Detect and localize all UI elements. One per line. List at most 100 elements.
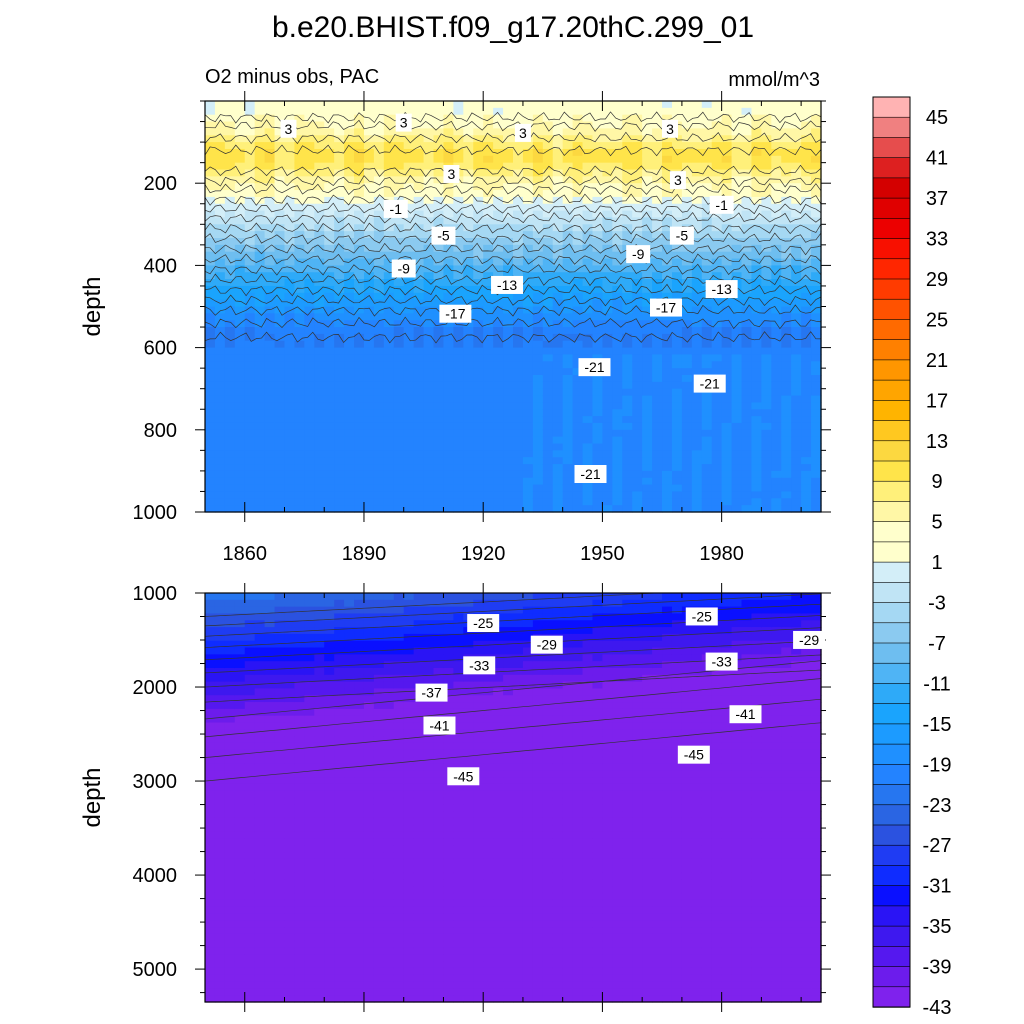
heatmap-cell xyxy=(314,667,325,676)
heatmap-cell xyxy=(652,375,663,383)
heatmap-cell xyxy=(443,464,454,472)
heatmap-cell xyxy=(433,388,445,397)
heatmap-cell xyxy=(254,974,266,983)
heatmap-cell xyxy=(314,210,325,219)
heatmap-cell xyxy=(542,155,554,164)
heatmap-cell xyxy=(652,327,663,335)
heatmap-cell xyxy=(473,347,484,356)
heatmap-cell xyxy=(224,688,236,696)
heatmap-cell xyxy=(205,647,216,655)
heatmap-cell xyxy=(483,422,494,431)
heatmap-cell xyxy=(373,967,385,976)
heatmap-cell xyxy=(224,927,236,935)
heatmap-cell xyxy=(274,422,286,431)
heatmap-cell xyxy=(562,429,574,438)
heatmap-cell xyxy=(681,457,693,465)
heatmap-cell xyxy=(205,981,216,989)
heatmap-cell xyxy=(224,292,236,301)
heatmap-cell xyxy=(513,470,524,479)
heatmap-cell xyxy=(294,327,305,335)
heatmap-cell xyxy=(522,327,534,335)
heatmap-cell xyxy=(284,429,296,438)
heatmap-cell xyxy=(354,933,365,942)
heatmap-cell xyxy=(453,361,464,369)
heatmap-cell xyxy=(274,395,286,403)
heatmap-cell xyxy=(801,422,812,431)
heatmap-cell xyxy=(334,285,345,294)
heatmap-cell xyxy=(493,361,504,369)
heatmap-cell xyxy=(463,155,474,164)
heatmap-cell xyxy=(344,196,355,205)
heatmap-cell xyxy=(354,913,365,921)
heatmap-cell xyxy=(731,306,743,314)
heatmap-cell xyxy=(284,409,296,417)
heatmap-cell xyxy=(572,333,584,342)
heatmap-cell xyxy=(781,429,792,438)
heatmap-cell xyxy=(344,210,355,219)
heatmap-cell xyxy=(373,327,385,335)
heatmap-cell xyxy=(811,306,822,314)
heatmap-cell xyxy=(652,313,663,321)
heatmap-cell xyxy=(662,361,673,369)
heatmap-cell xyxy=(373,777,385,785)
heatmap-cell xyxy=(244,395,256,403)
heatmap-cell xyxy=(205,654,216,662)
heatmap-cell xyxy=(314,368,325,376)
heatmap-cell xyxy=(413,210,425,219)
heatmap-cell xyxy=(542,258,554,266)
heatmap-cell xyxy=(354,633,365,642)
heatmap-cell xyxy=(304,633,315,642)
heatmap-cell xyxy=(284,443,296,451)
heatmap-cell xyxy=(244,988,256,996)
heatmap-cell xyxy=(393,327,405,335)
heatmap-cell xyxy=(373,169,385,177)
heatmap-cell xyxy=(354,409,365,417)
heatmap-cell xyxy=(274,640,286,649)
heatmap-cell xyxy=(552,361,564,369)
heatmap-cell xyxy=(721,375,733,383)
heatmap-cell xyxy=(254,409,266,417)
heatmap-cell xyxy=(334,797,345,805)
heatmap-cell xyxy=(244,464,256,472)
heatmap-cell xyxy=(811,320,822,328)
heatmap-cell xyxy=(622,464,633,472)
heatmap-cell xyxy=(334,361,345,369)
heatmap-cell xyxy=(314,142,325,150)
heatmap-cell xyxy=(582,429,594,438)
heatmap-cell xyxy=(671,409,683,417)
heatmap-cell xyxy=(761,272,772,280)
heatmap-cell xyxy=(334,498,345,506)
heatmap-cell xyxy=(681,354,693,362)
heatmap-cell xyxy=(354,224,365,232)
heatmap-cell xyxy=(503,292,514,301)
heatmap-cell xyxy=(642,436,653,445)
heatmap-cell xyxy=(234,190,246,198)
heatmap-cell xyxy=(602,416,613,424)
heatmap-cell xyxy=(701,128,713,136)
heatmap-cell xyxy=(582,238,594,246)
heatmap-cell xyxy=(751,148,762,157)
heatmap-cell xyxy=(701,313,713,321)
heatmap-cell xyxy=(701,244,713,253)
heatmap-cell xyxy=(612,203,623,212)
heatmap-cell xyxy=(731,114,743,123)
heatmap-cell xyxy=(314,702,325,710)
heatmap-cell xyxy=(602,333,613,342)
heatmap-cell xyxy=(711,347,723,356)
heatmap-cell xyxy=(522,395,534,403)
heatmap-cell xyxy=(254,368,266,376)
heatmap-cell xyxy=(671,443,683,451)
heatmap-cell xyxy=(433,121,445,129)
heatmap-cell xyxy=(781,306,792,314)
heatmap-cell xyxy=(304,988,315,996)
heatmap-cell xyxy=(274,927,286,935)
heatmap-cell xyxy=(284,464,296,472)
heatmap-cell xyxy=(741,361,753,369)
heatmap-cell xyxy=(383,620,395,628)
heatmap-cell xyxy=(254,736,266,744)
heatmap-cell xyxy=(801,258,812,266)
heatmap-cell xyxy=(781,162,792,171)
heatmap-cell xyxy=(681,285,693,294)
heatmap-cell xyxy=(433,169,445,177)
heatmap-cell xyxy=(433,464,445,472)
